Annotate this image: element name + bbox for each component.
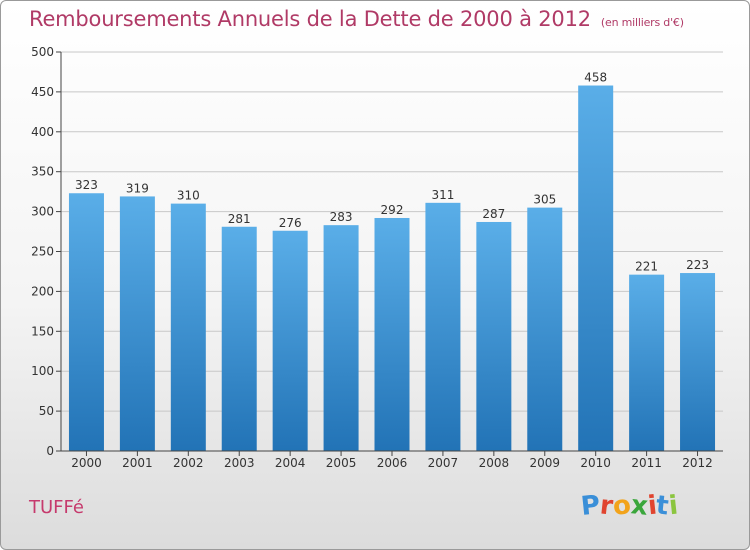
x-tick-label-2008: 2008 <box>479 456 510 470</box>
x-tick-label-2012: 2012 <box>682 456 713 470</box>
y-tick-label-100: 100 <box>31 364 54 378</box>
data-label-2005: 283 <box>330 210 353 224</box>
y-tick-label-350: 350 <box>31 165 54 179</box>
bar-2007 <box>425 202 461 451</box>
bar-2001 <box>119 196 155 451</box>
y-tick-label-50: 50 <box>39 404 54 418</box>
y-tick-label-450: 450 <box>31 85 54 99</box>
data-label-2006: 292 <box>381 203 404 217</box>
bar-2003 <box>221 226 257 451</box>
proxiti-logo: Proxiti <box>579 490 680 522</box>
x-tick-label-2001: 2001 <box>122 456 153 470</box>
bar-2005 <box>323 225 359 451</box>
data-label-2010: 458 <box>584 71 607 85</box>
y-tick-label-200: 200 <box>31 284 54 298</box>
data-label-2011: 221 <box>635 260 658 274</box>
bars <box>68 85 716 452</box>
y-tick-label-400: 400 <box>31 125 54 139</box>
y-tick-label-250: 250 <box>31 245 54 259</box>
bar-2000 <box>68 193 104 451</box>
x-tick-label-2011: 2011 <box>631 456 662 470</box>
x-tick-label-2007: 2007 <box>428 456 459 470</box>
bar-2004 <box>272 230 308 451</box>
data-label-2004: 276 <box>279 216 302 230</box>
data-label-2001: 319 <box>126 181 149 195</box>
y-tick-label-150: 150 <box>31 324 54 338</box>
data-label-2007: 311 <box>431 188 454 202</box>
y-tick-label-300: 300 <box>31 205 54 219</box>
axes <box>56 51 723 456</box>
chart-subtitle: (en milliers d'€) <box>600 16 684 29</box>
labels: 0 50 100 150 200 250 300 350 400 450 500 323 2000 319… <box>31 45 713 470</box>
logo-letter: i <box>667 490 680 522</box>
x-tick-label-2005: 2005 <box>326 456 357 470</box>
chart-title: Remboursements Annuels de la Dette de 20… <box>29 7 684 31</box>
y-tick-label-500: 500 <box>31 45 54 59</box>
x-tick-label-2009: 2009 <box>529 456 560 470</box>
data-label-2002: 310 <box>177 189 200 203</box>
x-tick-label-2004: 2004 <box>275 456 306 470</box>
bar-2010 <box>578 85 614 452</box>
commune-name: TUFFé <box>29 497 84 518</box>
data-label-2009: 305 <box>533 193 556 207</box>
x-tick-label-2010: 2010 <box>580 456 611 470</box>
data-label-2000: 323 <box>75 178 98 192</box>
data-label-2008: 287 <box>482 207 505 221</box>
data-label-2003: 281 <box>228 212 251 226</box>
bar-2006 <box>374 217 410 451</box>
bar-2012 <box>680 273 716 451</box>
x-tick-label-2006: 2006 <box>377 456 408 470</box>
bar-2008 <box>476 221 512 451</box>
x-tick-label-2002: 2002 <box>173 456 204 470</box>
y-tick-label-0: 0 <box>46 444 54 458</box>
bar-2002 <box>170 203 206 451</box>
data-label-2012: 223 <box>686 258 709 272</box>
x-tick-label-2000: 2000 <box>71 456 102 470</box>
chart-title-text: Remboursements Annuels de la Dette de 20… <box>29 7 591 31</box>
x-tick-label-2003: 2003 <box>224 456 255 470</box>
bar-2009 <box>527 207 563 451</box>
bar-2011 <box>629 274 665 451</box>
